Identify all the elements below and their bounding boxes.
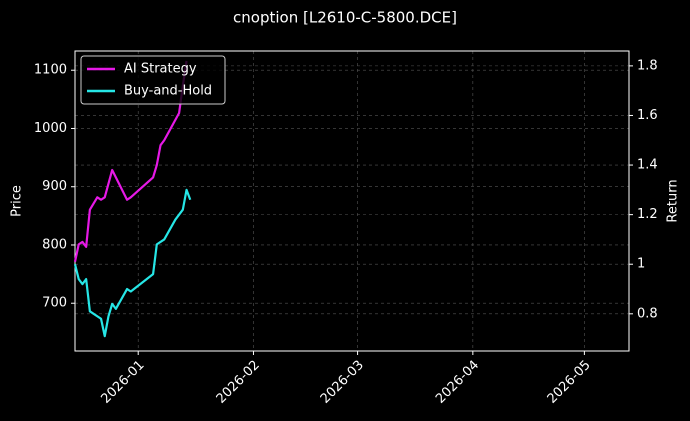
- y-tick-label: 900: [42, 179, 67, 194]
- y2-tick-label: 0.8: [637, 306, 658, 321]
- y2-tick-label: 1.2: [637, 207, 658, 222]
- y-axis-label: Price: [10, 185, 25, 217]
- y2-tick-label: 1.4: [637, 158, 658, 173]
- legend-label: AI Strategy: [124, 62, 197, 77]
- y-tick-label: 1100: [34, 63, 67, 78]
- series-line: [73, 188, 192, 338]
- y2-tick-label: 1: [637, 257, 645, 272]
- y-tick-label: 1000: [34, 121, 67, 136]
- y2-tick-label: 1.6: [637, 108, 658, 123]
- y2-tick-label: 1.8: [637, 58, 658, 73]
- series-line: [73, 60, 188, 262]
- y2-axis-label: Return: [666, 179, 681, 222]
- y-tick-label: 800: [42, 237, 67, 252]
- chart-title: cnoption [L2610-C-5800.DCE]: [233, 9, 457, 27]
- legend-label: Buy-and-Hold: [124, 84, 212, 99]
- y-tick-label: 700: [42, 296, 67, 311]
- plot-frame: [74, 50, 630, 352]
- legend-box: [80, 55, 226, 105]
